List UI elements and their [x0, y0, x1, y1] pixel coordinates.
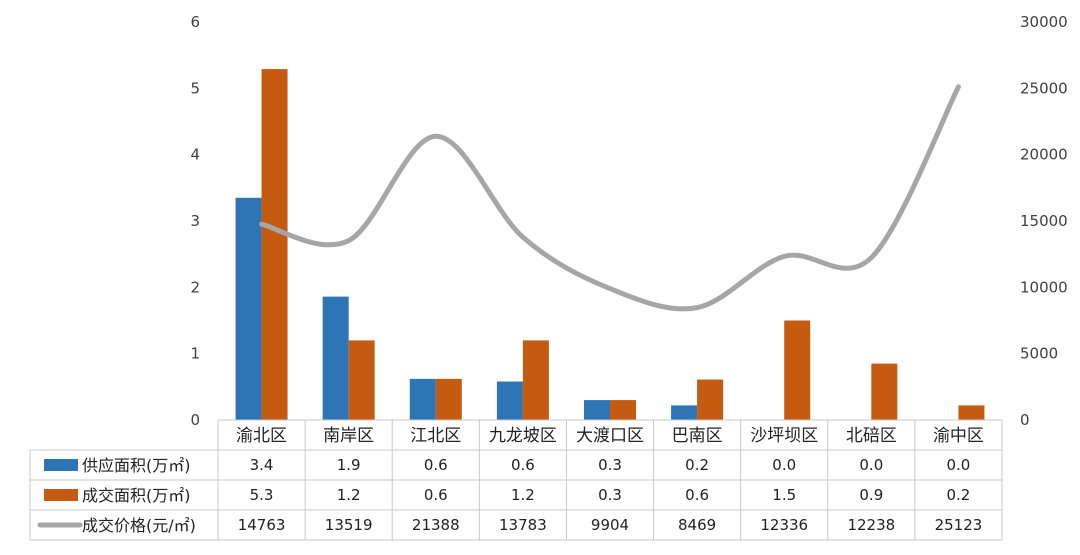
bar-deal-2	[435, 378, 462, 420]
data-table-cell: 1.9	[337, 456, 361, 474]
price-line-path	[259, 84, 961, 312]
bar-deal-4	[610, 400, 636, 420]
data-table-cell: 12238	[847, 516, 895, 534]
right-axis-tick-label: 25000	[1020, 79, 1068, 97]
data-table-cell: 0.0	[772, 456, 796, 474]
bar-supply-2	[409, 378, 436, 420]
left-axis-tick-label: 5	[190, 79, 200, 97]
data-table-cell: 0.3	[598, 456, 622, 474]
bar-deal-7	[871, 363, 898, 420]
data-table-cell: 21388	[412, 516, 460, 534]
bar-marks	[235, 69, 985, 420]
bar-supply-5	[671, 405, 698, 420]
left-axis-tick-label: 2	[190, 278, 200, 296]
data-table-cell: 3.4	[250, 456, 274, 474]
bar-deal-5	[697, 379, 724, 420]
data-table-cell: 1.2	[511, 486, 535, 504]
data-table-cell: 0.6	[511, 456, 535, 474]
bar-deal-1	[348, 340, 375, 420]
left-axis-ticks: 0 1 2 3 4 5 6	[190, 13, 200, 429]
category-label: 南岸区	[323, 426, 374, 446]
data-table-cell: 0.0	[859, 456, 883, 474]
data-table-cell: 0.6	[424, 486, 448, 504]
legend-key-bar	[44, 459, 78, 471]
bar-supply-0	[235, 197, 262, 420]
right-axis-tick-label: 20000	[1020, 146, 1068, 164]
data-table-cell: 1.5	[772, 486, 796, 504]
left-axis-tick-label: 6	[190, 13, 200, 31]
bar-supply-4	[584, 400, 610, 420]
bar-supply-3	[496, 381, 523, 420]
data-table-cell: 0.3	[598, 486, 622, 504]
data-table-cell: 0.9	[859, 486, 883, 504]
data-table-cell: 12336	[760, 516, 808, 534]
right-axis-tick-label: 15000	[1020, 212, 1068, 230]
left-axis-tick-label: 1	[190, 345, 200, 363]
right-axis-ticks: 0 5000 10000 15000 20000 25000 30000	[1020, 13, 1068, 429]
data-table-cell: 9904	[591, 516, 629, 534]
data-table-cell: 1.2	[337, 486, 361, 504]
data-table-cell: 25123	[935, 516, 983, 534]
data-table-cell: 0.6	[685, 486, 709, 504]
left-axis-tick-label: 4	[190, 146, 200, 164]
category-label: 渝北区	[236, 426, 287, 446]
bar-deal-8	[958, 405, 985, 420]
price-line	[259, 84, 961, 312]
data-table-cell: 0.6	[424, 456, 448, 474]
category-label: 沙坪坝区	[750, 426, 818, 446]
right-axis-tick-label: 5000	[1020, 345, 1058, 363]
right-axis-tick-label: 10000	[1020, 278, 1068, 296]
data-table-cell: 0.2	[685, 456, 709, 474]
category-label: 九龙坡区	[489, 426, 557, 446]
data-table-cell: 14763	[238, 516, 286, 534]
category-label: 江北区	[410, 426, 461, 446]
bar-deal-6	[784, 320, 811, 420]
left-axis-tick-label: 3	[190, 212, 200, 230]
legend-key-bar	[44, 489, 78, 501]
legend-label: 成交价格(元/㎡)	[82, 516, 196, 535]
right-axis-tick-label: 30000	[1020, 13, 1068, 31]
bar-supply-1	[322, 296, 349, 420]
data-table-cell: 0.0	[947, 456, 971, 474]
data-table-cell: 13783	[499, 516, 547, 534]
right-axis-tick-label: 0	[1020, 411, 1030, 429]
data-table-cell: 8469	[678, 516, 716, 534]
category-label: 渝中区	[933, 426, 984, 446]
data-table-cell: 0.2	[947, 486, 971, 504]
left-axis-tick-label: 0	[190, 411, 200, 429]
category-label: 大渡口区	[576, 426, 644, 446]
category-label: 巴南区	[672, 426, 723, 446]
category-label: 北碚区	[846, 426, 897, 446]
bar-deal-0	[261, 69, 288, 420]
bar-deal-3	[522, 340, 549, 420]
legend-label: 成交面积(万㎡)	[82, 486, 191, 505]
data-table-cell: 13519	[325, 516, 373, 534]
data-table-cell: 5.3	[250, 486, 274, 504]
legend-label: 供应面积(万㎡)	[82, 456, 191, 475]
